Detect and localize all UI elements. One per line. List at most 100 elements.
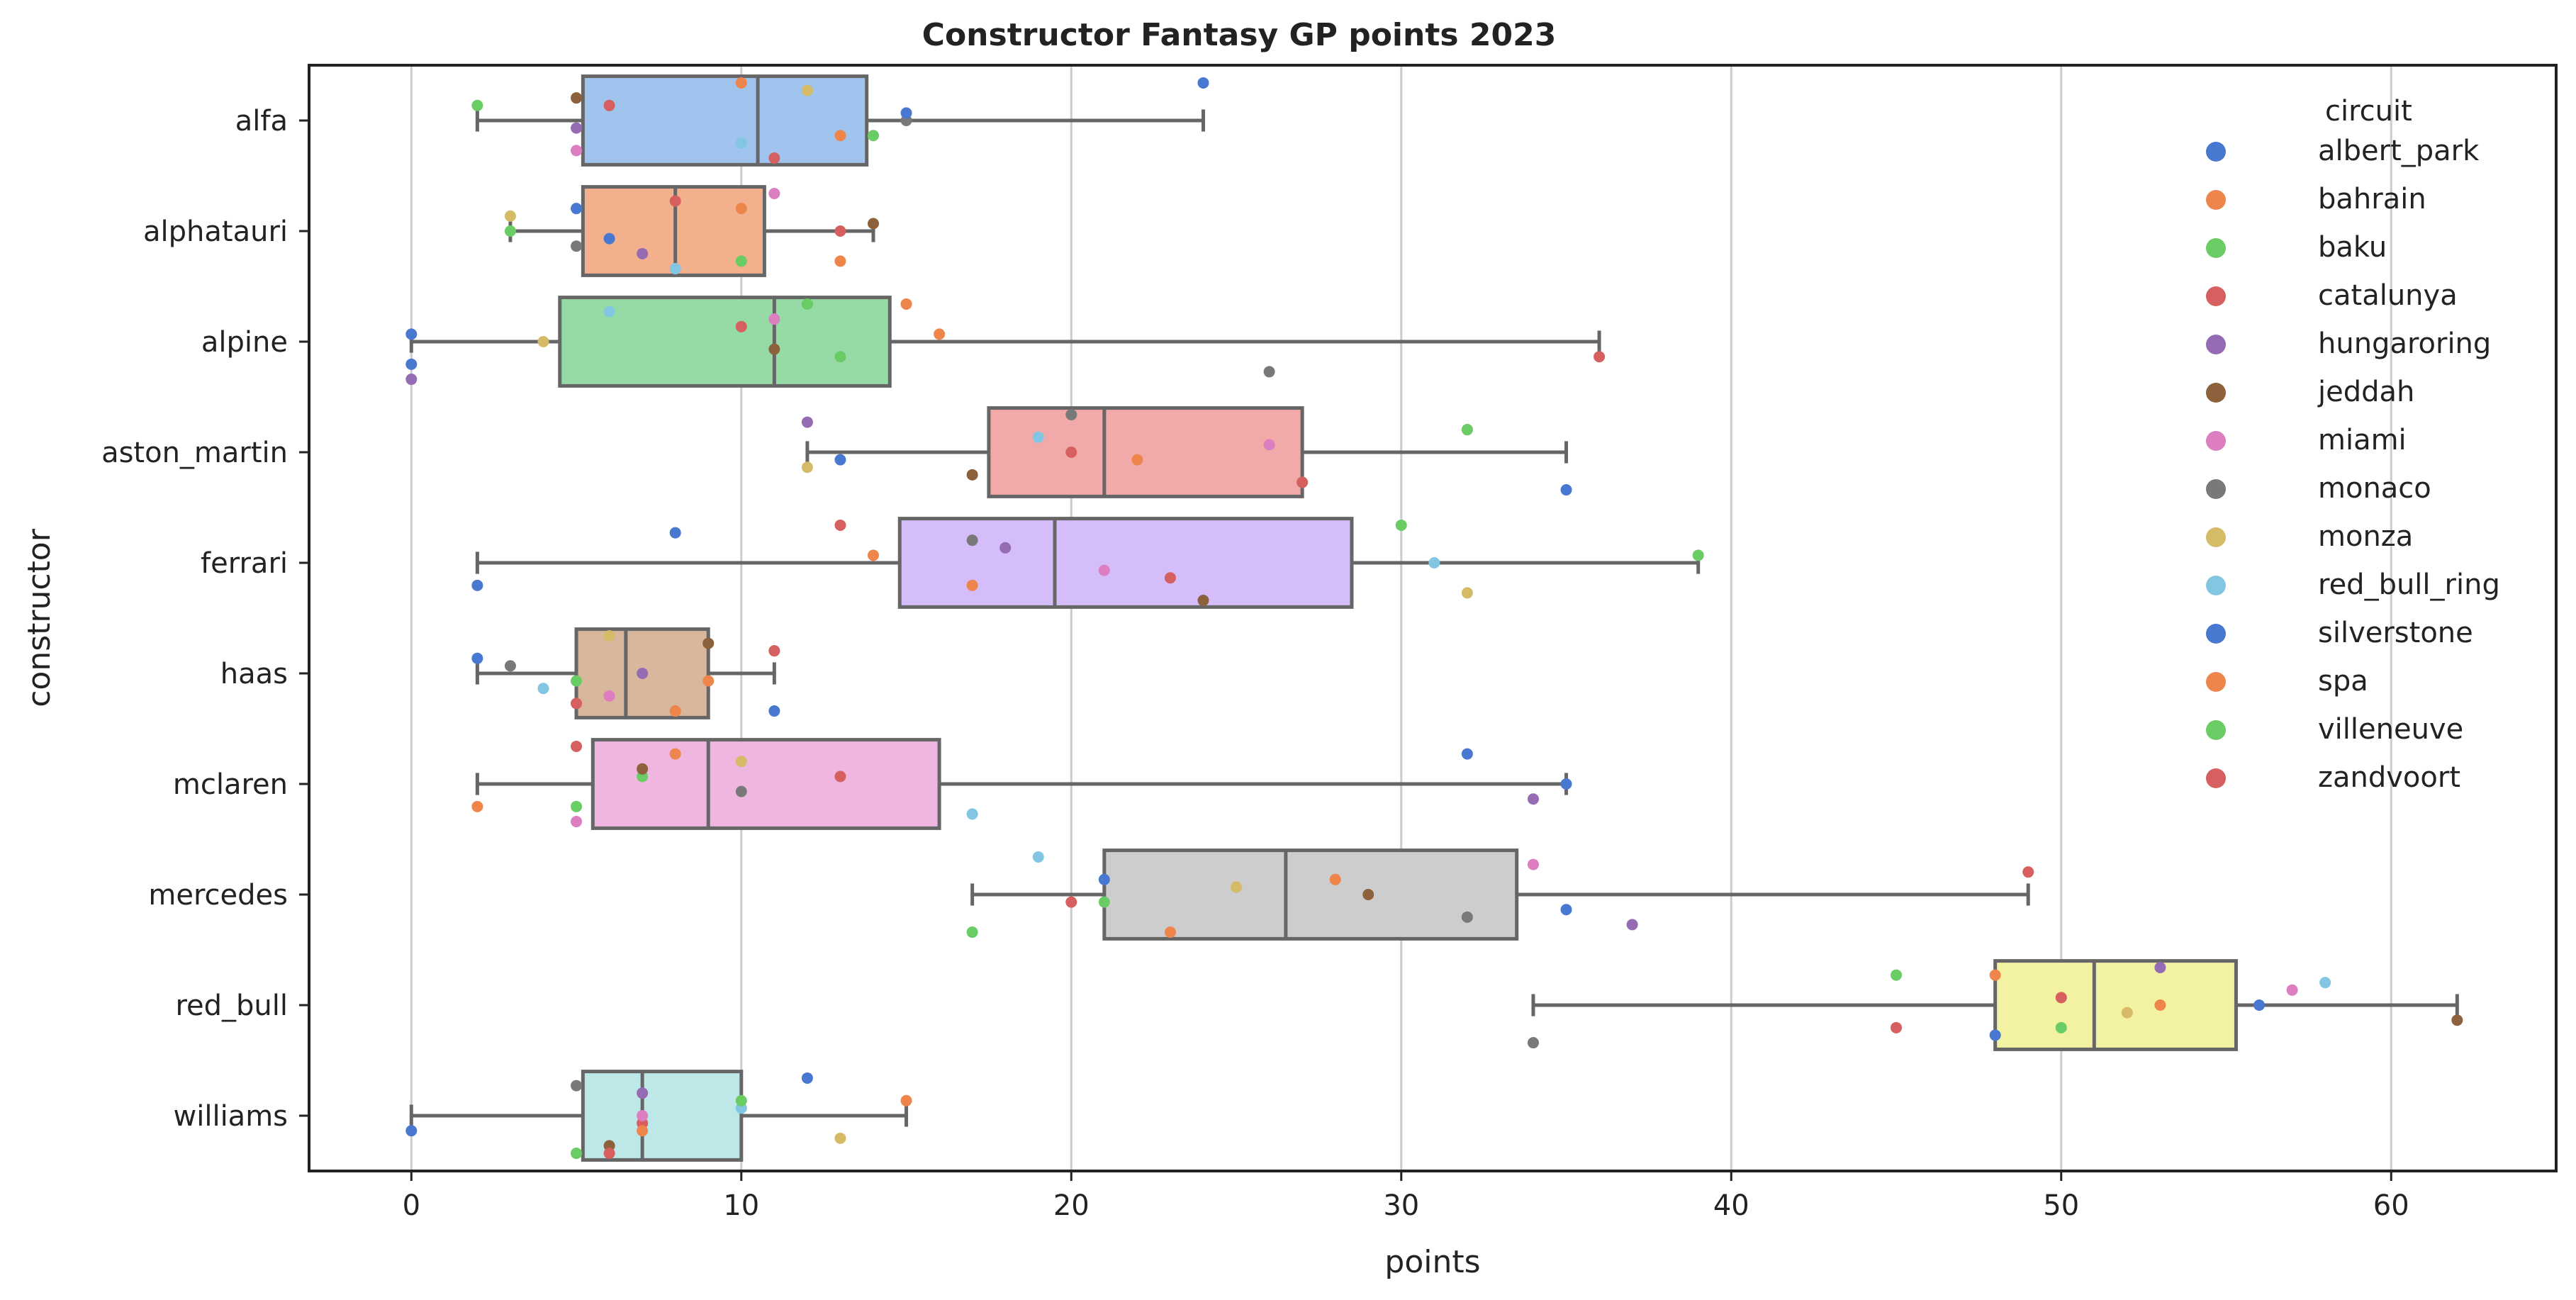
point-red_bull_ring-alphatauri	[669, 263, 681, 275]
point-catalunya-haas	[571, 697, 583, 710]
x-tick-label-30: 30	[1383, 1189, 1419, 1222]
legend-label-hungaroring: hungaroring	[2318, 327, 2491, 360]
point-baku-mercedes	[1098, 896, 1110, 908]
point-miami-alphatauri	[768, 187, 780, 199]
point-villeneuve-ferrari	[1692, 549, 1704, 561]
point-baku-alphatauri	[504, 225, 516, 237]
point-monza-haas	[603, 629, 615, 641]
legend-label-monza: monza	[2318, 520, 2413, 553]
point-miami-ferrari	[1098, 564, 1110, 576]
point-jeddah-alfa	[571, 92, 583, 104]
point-jeddah-mclaren	[637, 763, 649, 775]
point-villeneuve-red_bull	[1891, 969, 1903, 981]
point-zandvoort-mercedes	[1065, 896, 1077, 908]
point-zandvoort-aston_martin	[1297, 476, 1309, 488]
point-albert_park-haas	[768, 705, 780, 717]
point-monza-alpine	[537, 336, 549, 347]
legend-marker-baku	[2206, 238, 2226, 258]
legend-marker-bahrain	[2206, 190, 2226, 210]
legend-marker-villeneuve	[2206, 720, 2226, 740]
legend-label-albert_park: albert_park	[2318, 135, 2480, 167]
legend-marker-silverstone	[2206, 624, 2226, 644]
point-albert_park-alfa	[1197, 77, 1209, 89]
point-hungaroring-mercedes	[1626, 919, 1638, 931]
point-red_bull_ring-mclaren	[966, 808, 978, 820]
point-spa-williams	[637, 1125, 649, 1137]
point-silverstone-alphatauri	[603, 232, 615, 245]
y-axis-label: constructor	[21, 528, 57, 707]
box-plots	[409, 74, 2459, 1162]
point-spa-aston_martin	[1131, 454, 1143, 466]
point-monza-mercedes	[1231, 881, 1243, 893]
point-monza-red_bull	[2121, 1007, 2133, 1019]
y-tick-label-ferrari: ferrari	[201, 547, 288, 580]
point-villeneuve-alpine	[801, 298, 813, 310]
strip-points	[405, 77, 2463, 1160]
x-tick-label-10: 10	[723, 1189, 759, 1222]
point-silverstone-alpine	[405, 358, 418, 370]
point-red_bull_ring-alpine	[603, 306, 615, 318]
point-baku-ferrari	[1395, 519, 1407, 531]
point-villeneuve-mercedes	[966, 926, 978, 938]
point-albert_park-alphatauri	[571, 203, 583, 215]
point-monza-mclaren	[735, 756, 747, 768]
x-tick-label-0: 0	[403, 1189, 420, 1222]
legend-marker-hungaroring	[2206, 335, 2226, 354]
point-monza-williams	[834, 1132, 846, 1144]
x-tick-label-20: 20	[1053, 1189, 1090, 1222]
point-catalunya-alpine	[735, 320, 747, 332]
point-monaco-mercedes	[1461, 911, 1473, 923]
y-tick-label-mercedes: mercedes	[148, 879, 288, 912]
point-jeddah-alphatauri	[867, 218, 879, 230]
point-spa-haas	[669, 705, 681, 717]
legend-marker-spa	[2206, 672, 2226, 692]
legend-marker-red_bull_ring	[2206, 576, 2226, 595]
x-tick-label-60: 60	[2373, 1189, 2409, 1222]
legend-label-miami: miami	[2318, 424, 2407, 456]
point-jeddah-aston_martin	[966, 469, 978, 481]
point-baku-red_bull	[2055, 1021, 2067, 1033]
point-hungaroring-alpine	[405, 374, 418, 386]
point-villeneuve-alphatauri	[735, 255, 747, 267]
point-zandvoort-haas	[768, 645, 780, 657]
point-silverstone-ferrari	[669, 527, 681, 539]
point-silverstone-williams	[801, 1072, 813, 1084]
point-red_bull_ring-haas	[537, 683, 549, 695]
point-miami-alfa	[571, 145, 583, 157]
box-aston_martin	[987, 406, 1304, 498]
point-bahrain-haas	[702, 675, 715, 687]
legend-marker-monaco	[2206, 479, 2226, 499]
point-hungaroring-haas	[637, 668, 649, 679]
point-bahrain-mercedes	[1164, 926, 1176, 938]
point-zandvoort-williams	[603, 1148, 615, 1160]
point-miami-haas	[603, 690, 615, 702]
point-zandvoort-ferrari	[834, 519, 846, 531]
y-tick-label-haas: haas	[220, 658, 288, 690]
point-jeddah-alpine	[768, 343, 780, 355]
point-bahrain-alpine	[900, 298, 912, 310]
point-silverstone-mclaren	[1560, 778, 1572, 790]
point-monaco-mclaren	[735, 785, 747, 797]
point-bahrain-alfa	[834, 130, 846, 142]
point-spa-mercedes	[1329, 873, 1341, 885]
point-jeddah-mercedes	[1362, 889, 1374, 900]
legend-label-monaco: monaco	[2318, 472, 2431, 505]
box-alfa	[581, 74, 869, 167]
point-villeneuve-aston_martin	[1461, 424, 1473, 436]
point-albert_park-ferrari	[471, 579, 483, 591]
point-spa-red_bull	[2154, 999, 2166, 1011]
legend-marker-zandvoort	[2206, 768, 2226, 788]
point-albert_park-mercedes	[1098, 873, 1110, 885]
point-red_bull_ring-ferrari	[1428, 557, 1440, 568]
point-silverstone-alfa	[900, 107, 912, 119]
legend-label-bahrain: bahrain	[2318, 183, 2426, 215]
point-hungaroring-ferrari	[999, 542, 1012, 554]
point-miami-aston_martin	[1263, 439, 1275, 451]
point-monaco-alpine	[1263, 366, 1275, 378]
point-hungaroring-alfa	[571, 122, 583, 134]
legend-label-villeneuve: villeneuve	[2318, 713, 2463, 746]
point-monza-aston_martin	[801, 461, 813, 474]
point-jeddah-ferrari	[1197, 595, 1209, 607]
